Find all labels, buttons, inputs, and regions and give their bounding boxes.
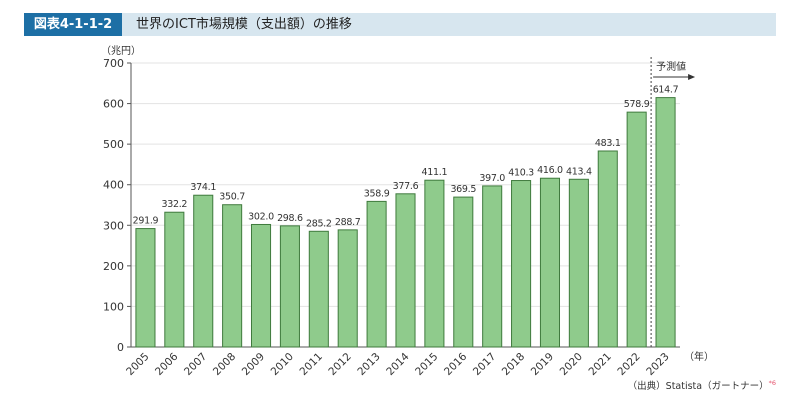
forecast-arrow-head [688, 74, 696, 80]
bar-value-label: 288.7 [335, 217, 361, 228]
bar-value-label: 358.9 [364, 188, 390, 199]
bar [250, 223, 272, 348]
x-tick-label: 2011 [298, 351, 325, 378]
forecast-label: 予測値 [656, 60, 686, 73]
bar-value-label: 410.3 [508, 168, 534, 179]
bar-value-label: 411.1 [422, 167, 448, 178]
figure-title: 世界のICT市場規模（支出額）の推移 [136, 17, 352, 32]
x-tick-label: 2017 [471, 351, 498, 378]
footnote-marker: *6 [768, 378, 776, 387]
x-axis-unit-label: （年） [684, 350, 714, 363]
bar [511, 180, 532, 348]
x-tick-label: 2007 [182, 351, 209, 378]
figure-number-tag: 図表4-1-1-2 [24, 13, 122, 36]
bar-value-label: 614.7 [653, 85, 679, 96]
x-tick-label: 2015 [413, 351, 440, 378]
bar-value-label: 416.0 [537, 165, 563, 176]
x-tick-label: 2006 [153, 350, 181, 378]
x-tick-label: 2008 [211, 351, 238, 378]
bar [279, 225, 300, 348]
figure-header: 図表4-1-1-2 世界のICT市場規模（支出額）の推移 [24, 13, 776, 36]
x-tick-label: 2022 [615, 351, 642, 378]
bar [366, 200, 387, 348]
bar [568, 178, 589, 348]
bar-value-label: 302.0 [248, 211, 274, 222]
bar [164, 211, 185, 348]
bar [539, 177, 561, 348]
x-tick-label: 2023 [644, 351, 671, 378]
bar-value-label: 291.9 [133, 216, 159, 227]
y-tick-label: 600 [103, 98, 124, 111]
y-axis-unit-label: （兆円） [101, 45, 141, 57]
bar-value-label: 369.5 [450, 184, 476, 195]
y-tick-label: 100 [103, 300, 124, 313]
bar-value-label: 397.0 [479, 173, 505, 184]
bar [626, 111, 647, 348]
x-tick-label: 2012 [326, 351, 353, 378]
y-tick-label: 0 [117, 341, 124, 354]
x-tick-label: 2021 [586, 351, 613, 378]
bar-value-label: 350.7 [219, 192, 245, 203]
bar-value-label: 332.2 [161, 199, 187, 210]
x-tick-label: 2009 [240, 351, 267, 378]
y-tick-label: 700 [103, 57, 124, 70]
bar-value-label: 483.1 [595, 138, 621, 149]
bar [597, 150, 618, 348]
bar-value-label: 285.2 [306, 218, 332, 229]
bar [308, 230, 329, 348]
bar-value-label: 374.1 [190, 182, 216, 193]
bar-value-label: 298.6 [277, 213, 303, 224]
y-tick-label: 200 [103, 260, 124, 273]
x-tick-label: 2019 [529, 351, 556, 378]
x-tick-label: 2010 [269, 351, 296, 378]
bar [395, 193, 416, 348]
y-tick-label: 500 [103, 138, 124, 151]
bar [482, 185, 503, 348]
x-tick-label: 2018 [500, 351, 527, 378]
bar-value-label: 377.6 [393, 181, 419, 192]
source-note: （出典）Statista（ガートナー）*6 [628, 378, 776, 392]
bar-value-label: 413.4 [566, 166, 592, 177]
bar [222, 204, 243, 348]
x-tick-label: 2020 [558, 351, 585, 378]
bar [337, 229, 358, 348]
bar [193, 194, 214, 348]
x-tick-label: 2014 [384, 350, 412, 378]
bar [655, 97, 676, 348]
bar [135, 228, 156, 348]
x-tick-label: 2005 [124, 351, 151, 378]
bar [453, 196, 474, 348]
y-tick-label: 300 [103, 219, 124, 232]
bar-value-label: 578.9 [624, 99, 650, 110]
y-tick-label: 400 [103, 179, 124, 192]
bar [424, 179, 445, 348]
source-text: （出典）Statista（ガートナー） [627, 381, 769, 392]
x-tick-label: 2016 [442, 350, 470, 378]
x-tick-label: 2013 [355, 351, 382, 378]
